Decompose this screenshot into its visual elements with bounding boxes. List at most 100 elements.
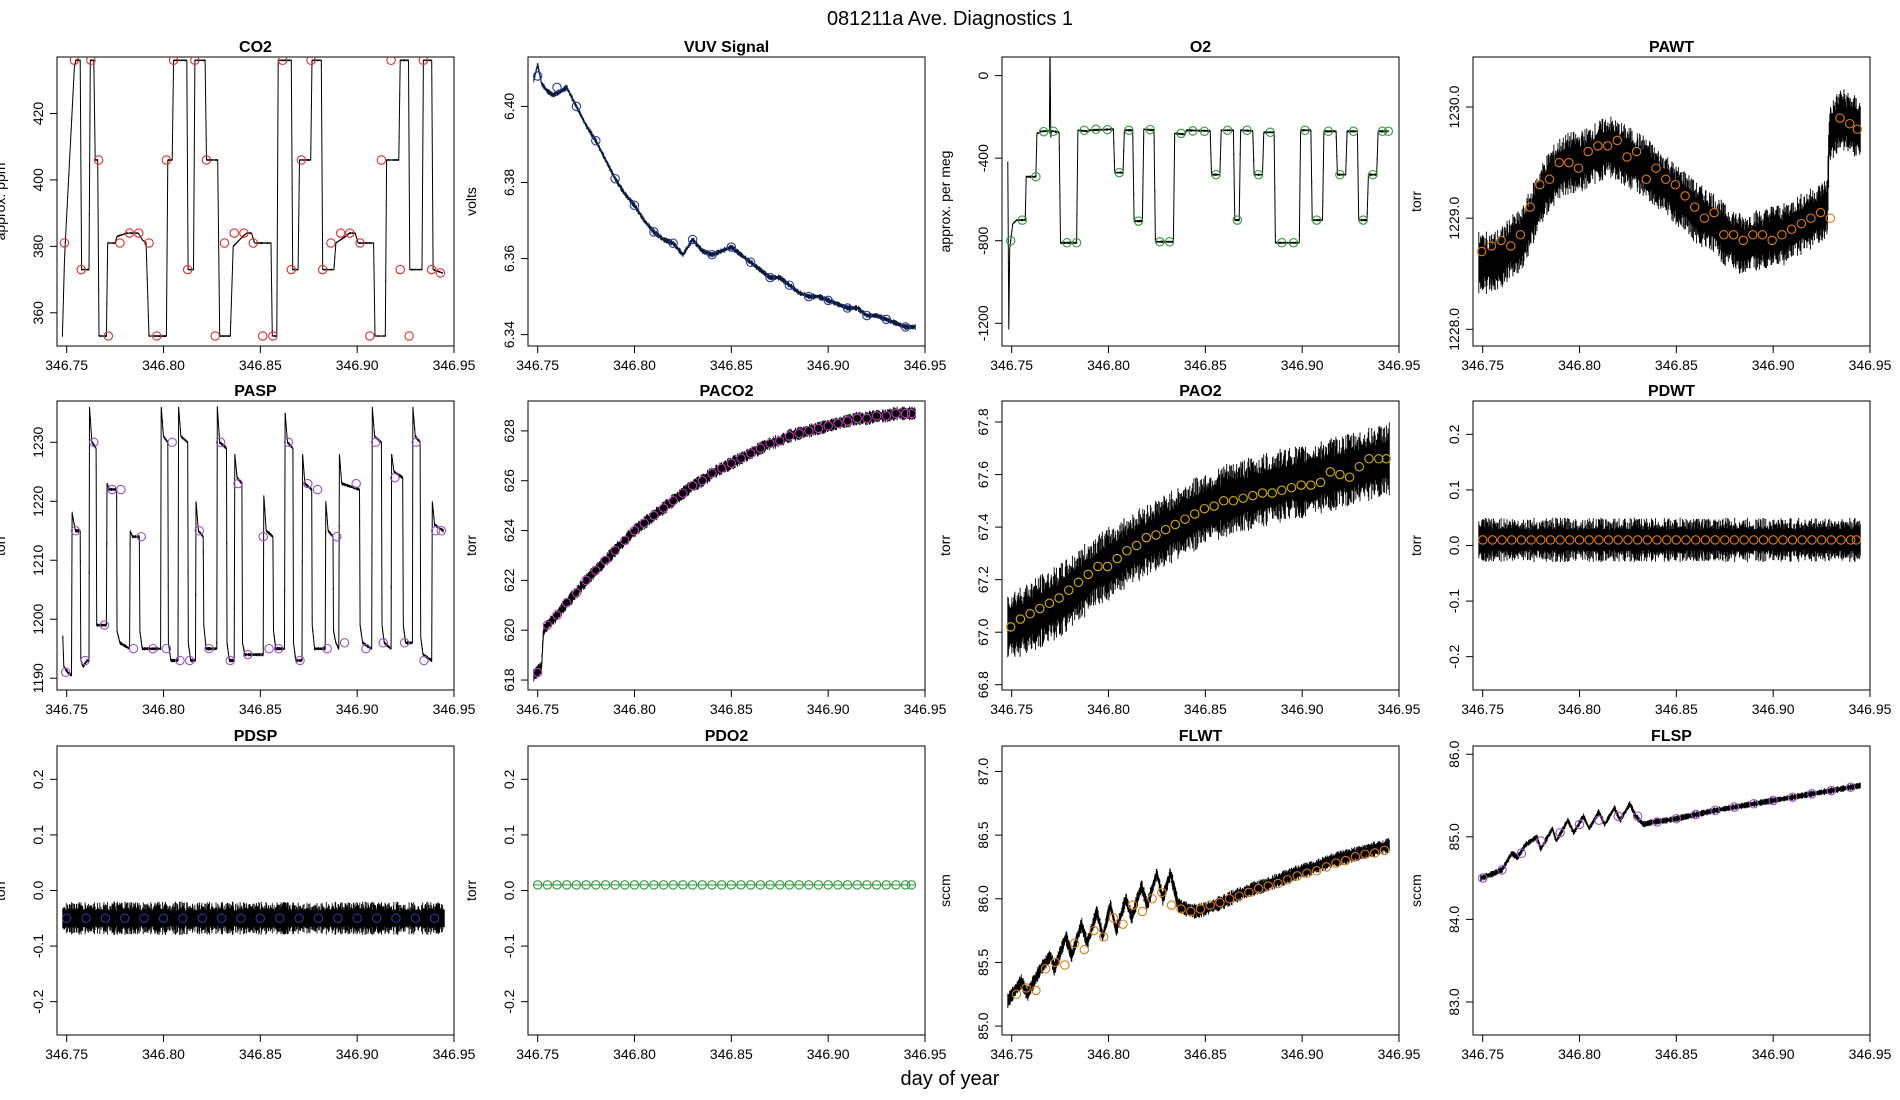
plot-frame-o2 — [1001, 56, 1400, 347]
x-tick-label-co2: 346.95 — [433, 357, 476, 373]
average-point-flwt — [1127, 900, 1138, 910]
average-point-pdsp — [178, 913, 188, 924]
average-point-pdwt — [1632, 535, 1643, 545]
average-point-pdo2 — [552, 880, 562, 890]
average-point-pao2 — [1073, 577, 1084, 588]
average-point-vuv-signal — [804, 291, 814, 302]
average-point-pdwt — [1603, 535, 1614, 545]
trace-line-flwt — [1007, 844, 1390, 1001]
average-point-pasp — [258, 531, 268, 542]
trace-line-co2 — [61, 59, 443, 337]
average-point-co2 — [229, 228, 239, 238]
y-tick-label-pawt: 1230.0 — [1446, 85, 1462, 128]
average-point-pdsp — [158, 913, 169, 924]
average-point-pasp — [390, 472, 400, 483]
average-point-pao2 — [1267, 488, 1277, 498]
average-point-flwt — [1069, 938, 1080, 949]
average-point-paco2 — [600, 555, 611, 566]
average-point-flwt — [1340, 855, 1351, 866]
plot-area-pao2 — [1005, 422, 1392, 658]
y-tick-label-flsp: 83.0 — [1446, 988, 1462, 1015]
y-tick-label-vuv-signal: 6.40 — [501, 93, 517, 120]
y-tick-label-pdwt: 0.0 — [1446, 536, 1462, 556]
average-point-paco2 — [823, 421, 833, 431]
average-point-pawt — [1738, 235, 1748, 246]
x-tick-label-pao2: 346.90 — [1281, 701, 1324, 717]
average-point-pao2 — [1238, 493, 1248, 503]
average-point-pdwt — [1574, 535, 1585, 545]
average-point-o2 — [1242, 125, 1252, 136]
average-point-flwt — [1253, 883, 1264, 894]
average-point-pasp — [399, 638, 410, 648]
average-point-pdsp — [120, 913, 130, 924]
average-point-pasp — [411, 437, 421, 448]
plot-frame-flsp — [1472, 745, 1871, 1036]
x-tick-label-pawt: 346.85 — [1655, 357, 1698, 373]
average-point-pdwt — [1516, 535, 1527, 545]
average-point-flwt — [1137, 906, 1148, 917]
average-point-o2 — [1176, 128, 1186, 139]
average-point-pdwt — [1700, 535, 1711, 545]
average-point-paco2 — [620, 535, 630, 546]
y-tick-label-pdwt: 0.1 — [1446, 480, 1462, 500]
y-axis-label-pdo2: torr — [463, 880, 479, 901]
noise-band-paco2 — [533, 406, 916, 682]
panel-title-pdo2: PDO2 — [705, 728, 749, 745]
y-tick-label-o2: -1200 — [975, 305, 991, 341]
y-axis-label-co2: approx. ppm — [0, 163, 8, 241]
average-point-flsp — [1652, 817, 1662, 827]
average-point-paco2 — [687, 480, 698, 491]
y-axis-label-pao2: torr — [937, 535, 953, 556]
average-point-flwt — [1263, 881, 1274, 891]
average-point-pdsp — [352, 913, 362, 924]
average-point-co2 — [239, 228, 249, 238]
average-point-pawt — [1593, 141, 1603, 151]
panel-title-pao2: PAO2 — [1179, 383, 1221, 400]
average-point-co2 — [286, 264, 297, 275]
average-point-co2 — [86, 57, 96, 66]
x-tick-label-pdsp: 346.80 — [142, 1046, 185, 1062]
average-point-pdo2 — [571, 880, 582, 890]
average-point-flsp — [1729, 802, 1740, 812]
average-point-pdwt — [1758, 535, 1769, 545]
average-point-o2 — [1071, 238, 1082, 248]
average-point-paco2 — [842, 416, 853, 426]
average-point-pasp — [225, 655, 236, 666]
average-point-flsp — [1749, 799, 1759, 809]
average-point-paco2 — [881, 411, 892, 421]
average-point-pawt — [1486, 241, 1497, 251]
x-tick-label-pdwt: 346.95 — [1849, 701, 1892, 717]
average-point-o2 — [1368, 169, 1378, 180]
trace-line-pasp — [62, 406, 444, 677]
average-point-pao2 — [1112, 553, 1122, 564]
average-point-flwt — [1040, 964, 1051, 974]
average-point-o2 — [1358, 215, 1368, 225]
x-tick-label-pdwt: 346.85 — [1655, 701, 1698, 717]
y-tick-label-pdsp: 0.0 — [30, 881, 46, 901]
x-tick-label-vuv-signal: 346.95 — [904, 357, 947, 373]
average-point-pasp — [295, 655, 305, 666]
average-point-pawt — [1525, 202, 1535, 212]
average-point-co2 — [210, 331, 220, 341]
average-point-pdwt — [1497, 535, 1507, 545]
average-point-o2 — [1155, 237, 1165, 247]
average-point-flwt — [1370, 848, 1380, 858]
average-point-paco2 — [775, 436, 785, 446]
average-point-pawt — [1777, 230, 1787, 240]
average-point-pasp — [184, 655, 195, 666]
y-tick-label-paco2: 626 — [501, 469, 517, 493]
y-axis-label-pdwt: torr — [1408, 535, 1424, 556]
average-point-vuv-signal — [784, 280, 795, 290]
x-tick-label-pasp: 346.85 — [239, 701, 282, 717]
average-point-pawt — [1719, 230, 1729, 240]
average-point-pawt — [1796, 218, 1807, 229]
panel-title-pdwt: PDWT — [1648, 383, 1695, 400]
y-tick-label-pawt: 1228.0 — [1446, 308, 1462, 351]
average-point-pawt — [1670, 180, 1681, 190]
average-point-pdo2 — [891, 880, 901, 890]
average-point-flwt — [1050, 957, 1061, 968]
average-point-pasp — [148, 643, 158, 654]
y-axis-label-pdsp: torr — [0, 880, 8, 901]
average-point-pasp — [339, 638, 350, 648]
